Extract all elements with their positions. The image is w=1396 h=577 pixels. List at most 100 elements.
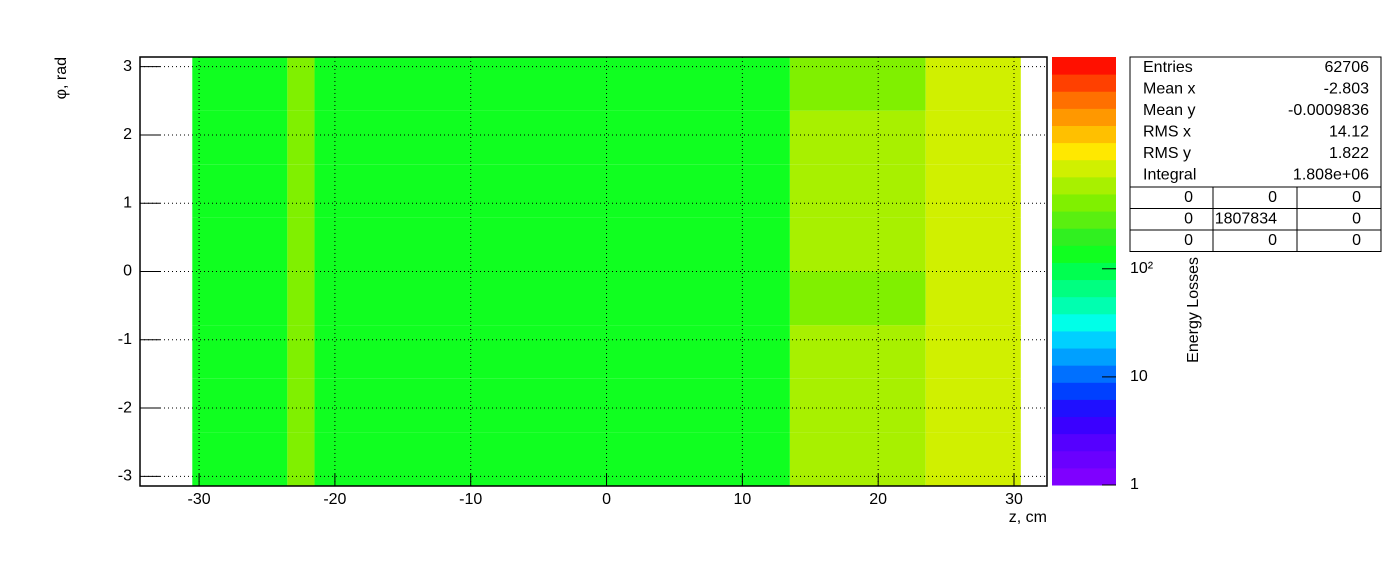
- palette-swatch: [1052, 296, 1116, 315]
- heat-cell: [287, 57, 315, 111]
- heat-cell: [925, 110, 1021, 165]
- palette-swatch: [1052, 279, 1116, 298]
- heat-cell: [789, 110, 926, 165]
- heat-cell: [192, 57, 288, 111]
- heat-cell: [192, 217, 288, 272]
- palette-swatch: [1052, 365, 1116, 383]
- x-tick-label: -10: [459, 491, 482, 508]
- stats-label: Mean x: [1143, 81, 1195, 98]
- heat-cell: [925, 271, 1021, 326]
- stats-cell: 0: [1352, 232, 1361, 249]
- heat-cell: [925, 164, 1021, 218]
- heat-cell: [789, 325, 926, 379]
- heat-cell: [192, 378, 288, 433]
- stats-label: RMS x: [1143, 124, 1191, 141]
- x-tick-label: -20: [323, 491, 346, 508]
- heat-cell: [192, 432, 288, 486]
- stats-value: -2.803: [1324, 81, 1369, 98]
- heat-cell: [287, 217, 315, 272]
- heat-cell: [314, 378, 790, 433]
- y-tick-label: 2: [123, 126, 132, 143]
- stats-label: RMS y: [1143, 145, 1191, 162]
- heat-cell: [192, 110, 288, 165]
- stats-cell: 0: [1268, 189, 1277, 206]
- heat-cell: [287, 164, 315, 218]
- palette-swatch: [1052, 74, 1116, 92]
- heat-cell: [925, 378, 1021, 433]
- heat-cell: [287, 110, 315, 165]
- y-tick-label: 0: [123, 263, 132, 280]
- heat-cell: [925, 57, 1021, 111]
- palette-swatch: [1052, 142, 1116, 161]
- stats-cell: 0: [1184, 211, 1193, 228]
- palette-swatch: [1052, 91, 1116, 109]
- palette-swatch: [1052, 176, 1116, 195]
- heat-cell: [925, 325, 1021, 379]
- heat-cell: [789, 271, 926, 326]
- palette-swatch: [1052, 382, 1116, 400]
- x-tick-label: 0: [602, 491, 611, 508]
- z-axis-title: Energy Losses: [1185, 257, 1202, 363]
- heat-cell: [314, 57, 790, 111]
- stats-cell: 0: [1184, 189, 1193, 206]
- x-tick-label: 10: [733, 491, 751, 508]
- heat-cell: [925, 432, 1021, 486]
- heat-cell: [287, 378, 315, 433]
- palette-swatch: [1052, 262, 1116, 281]
- heat-cell: [192, 164, 288, 218]
- heat-cell: [287, 325, 315, 379]
- heat-cell: [789, 57, 926, 111]
- y-tick-label: 3: [123, 58, 132, 75]
- heat-cell: [789, 432, 926, 486]
- palette-swatch: [1052, 416, 1116, 435]
- palette-swatch: [1052, 211, 1116, 229]
- stats-cell: 0: [1184, 232, 1193, 249]
- palette-swatch: [1052, 125, 1116, 144]
- stats-box: [1129, 56, 1382, 252]
- palette-swatch: [1052, 450, 1116, 469]
- y-axis-title: φ, rad: [53, 57, 70, 99]
- x-tick-label: -30: [188, 491, 211, 508]
- heat-cell: [192, 271, 288, 326]
- heat-cell: [314, 110, 790, 165]
- palette-swatch: [1052, 57, 1116, 75]
- stats-value: 1.822: [1329, 145, 1369, 162]
- plot-frame: [139, 56, 1048, 487]
- palette-swatch: [1052, 313, 1116, 332]
- heat-cell: [789, 164, 926, 218]
- heat-cell: [789, 378, 926, 433]
- palette-swatch: [1052, 159, 1116, 178]
- y-tick-label: -3: [118, 468, 132, 485]
- stats-value: 1.808e+06: [1293, 167, 1369, 184]
- stats-value: -0.0009836: [1288, 102, 1369, 119]
- stats-label: Entries: [1143, 59, 1193, 76]
- x-tick-label: 30: [1005, 491, 1023, 508]
- stats-cell: 0: [1352, 189, 1361, 206]
- stats-label: Integral: [1143, 167, 1196, 184]
- y-tick-label: 1: [123, 194, 132, 211]
- heat-cell: [192, 325, 288, 379]
- palette-swatch: [1052, 108, 1116, 126]
- palette-swatch: [1052, 193, 1116, 212]
- heat-cell: [789, 217, 926, 272]
- palette-swatch: [1052, 467, 1116, 486]
- heat-cell: [287, 271, 315, 326]
- palette-swatch: [1052, 330, 1116, 349]
- palette-swatch: [1052, 433, 1116, 452]
- palette-swatch: [1052, 245, 1116, 263]
- palette-swatch: [1052, 228, 1116, 246]
- heat-cell: [314, 271, 790, 326]
- x-axis-title: z, cm: [1009, 509, 1047, 526]
- stats-value: 62706: [1325, 59, 1370, 76]
- palette-swatch: [1052, 399, 1116, 418]
- x-tick-label: 20: [869, 491, 887, 508]
- heat-cell: [314, 432, 790, 486]
- y-tick-label: -2: [118, 399, 132, 416]
- heat-cell: [314, 325, 790, 379]
- heat-cell: [925, 217, 1021, 272]
- z-tick-label: 1: [1130, 476, 1139, 493]
- z-tick-label: 10: [1130, 368, 1148, 385]
- z-tick-label: 10²: [1130, 260, 1154, 277]
- stats-value: 14.12: [1329, 124, 1369, 141]
